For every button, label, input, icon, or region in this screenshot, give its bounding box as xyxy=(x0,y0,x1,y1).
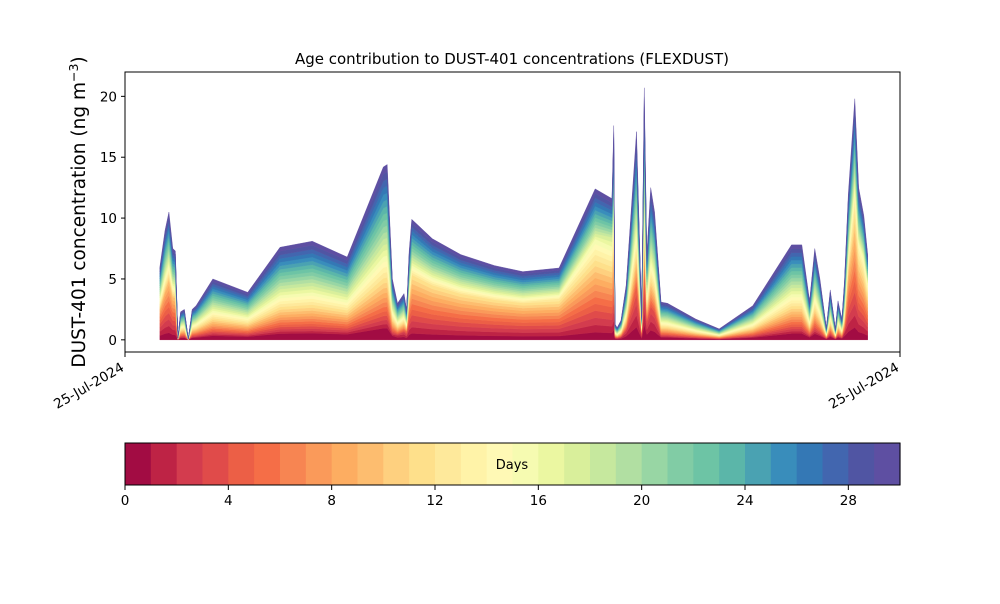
y-axis-label-close: ) xyxy=(69,56,90,63)
colorbar-tick-label: 16 xyxy=(530,493,547,509)
colorbar-swatch-15 xyxy=(512,443,539,485)
colorbar-tick-label: 24 xyxy=(736,493,753,509)
colorbar-swatch-14 xyxy=(486,443,514,485)
colorbar-swatch-8 xyxy=(331,443,359,485)
colorbar-swatch-1 xyxy=(150,443,178,485)
colorbar-swatch-16 xyxy=(538,443,565,485)
colorbar-label: Days xyxy=(496,458,529,473)
colorbar-swatch-29 xyxy=(874,443,901,485)
colorbar-swatch-24 xyxy=(745,443,772,485)
y-tick-label: 20 xyxy=(100,89,117,105)
colorbar-swatch-12 xyxy=(435,443,462,485)
plot-frame xyxy=(124,71,901,353)
y-tick-label: 5 xyxy=(108,272,117,288)
colorbar-swatch-28 xyxy=(848,443,875,485)
colorbar: 0 4 8 12 16 20 24 28 xyxy=(121,442,901,509)
x-tick-label: 25-Jul-2024 xyxy=(826,360,902,413)
y-axis-label-superscript: −3 xyxy=(66,64,81,82)
colorbar-swatch-26 xyxy=(796,443,824,485)
colorbar-swatch-0 xyxy=(125,443,152,485)
colorbar-swatch-3 xyxy=(202,443,229,485)
colorbar-swatch-11 xyxy=(409,443,436,485)
plot-area xyxy=(159,87,868,341)
y-tick-label: 10 xyxy=(100,211,117,227)
colorbar-swatch-9 xyxy=(357,443,384,485)
colorbar-swatch-25 xyxy=(770,443,798,485)
y-tick-label: 15 xyxy=(100,150,117,166)
colorbar-tick-label: 12 xyxy=(426,493,443,509)
colorbar-swatch-2 xyxy=(176,443,204,485)
colorbar-swatch-4 xyxy=(228,443,255,485)
colorbar-swatch-13 xyxy=(460,443,488,485)
y-axis-label-main: DUST-401 concentration (ng m xyxy=(69,82,90,368)
colorbar-swatch-18 xyxy=(590,443,617,485)
colorbar-swatch-5 xyxy=(254,443,281,485)
colorbar-tick-label: 4 xyxy=(224,493,233,509)
y-axis-label: DUST-401 concentration (ng m−3) xyxy=(66,56,90,367)
colorbar-tick-label: 28 xyxy=(840,493,857,509)
y-tick-label: 0 xyxy=(108,333,117,349)
colorbar-tick-label: 8 xyxy=(327,493,336,509)
colorbar-tick-label: 20 xyxy=(633,493,650,509)
colorbar-swatch-21 xyxy=(667,443,694,485)
colorbar-swatch-7 xyxy=(305,443,333,485)
chart-title: Age contribution to DUST-401 concentrati… xyxy=(295,50,729,68)
colorbar-swatch-20 xyxy=(641,443,669,485)
colorbar-swatch-10 xyxy=(383,443,410,485)
colorbar-swatch-6 xyxy=(280,443,307,485)
colorbar-tick-label: 0 xyxy=(121,493,130,509)
colorbar-swatch-19 xyxy=(615,443,643,485)
colorbar-swatch-23 xyxy=(719,443,746,485)
area-series-day-29 xyxy=(159,87,868,339)
colorbar-swatch-22 xyxy=(693,443,720,485)
colorbar-swatch-17 xyxy=(564,443,591,485)
colorbar-frame xyxy=(124,442,901,486)
colorbar-swatch-27 xyxy=(822,443,849,485)
